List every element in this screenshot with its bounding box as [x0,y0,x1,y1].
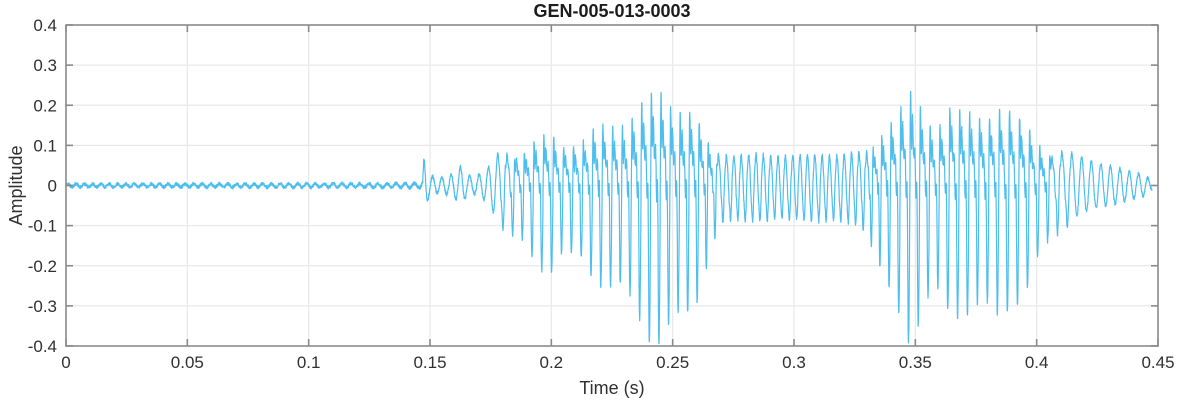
x-tick-label: 0 [61,353,70,372]
y-tick-label: -0.3 [28,297,57,316]
plot-title: GEN-005-013-0003 [533,1,690,21]
x-tick-label: 0.1 [297,353,321,372]
y-tick-label: 0.4 [33,16,57,35]
x-tick-label: 0.35 [899,353,932,372]
tick-labels: 0 0.05 0.1 0.15 0.2 0.25 0.3 0.35 0.4 0.45 0.4 0.3 0… [28,16,1175,372]
x-tick-label: 0.15 [413,353,446,372]
x-tick-label: 0.3 [782,353,806,372]
x-tick-label: 0.25 [656,353,689,372]
x-axis-label: Time (s) [579,378,644,398]
x-tick-label: 0.2 [540,353,564,372]
axes-box [65,24,1159,347]
x-tick-label: 0.45 [1141,353,1174,372]
y-tick-label: 0.1 [33,136,57,155]
waveform-line [65,90,1153,345]
y-tick-label: -0.1 [28,217,57,236]
x-tick-label: 0.4 [1025,353,1049,372]
y-tick-label: 0 [48,177,57,196]
y-axis-label: Amplitude [6,145,26,225]
y-tick-label: 0.2 [33,96,57,115]
x-tick-label: 0.05 [171,353,204,372]
y-tick-label: -0.4 [28,337,57,356]
waveform-layer [65,90,1153,345]
y-tick-label: 0.3 [33,56,57,75]
y-tick-label: -0.2 [28,257,57,276]
